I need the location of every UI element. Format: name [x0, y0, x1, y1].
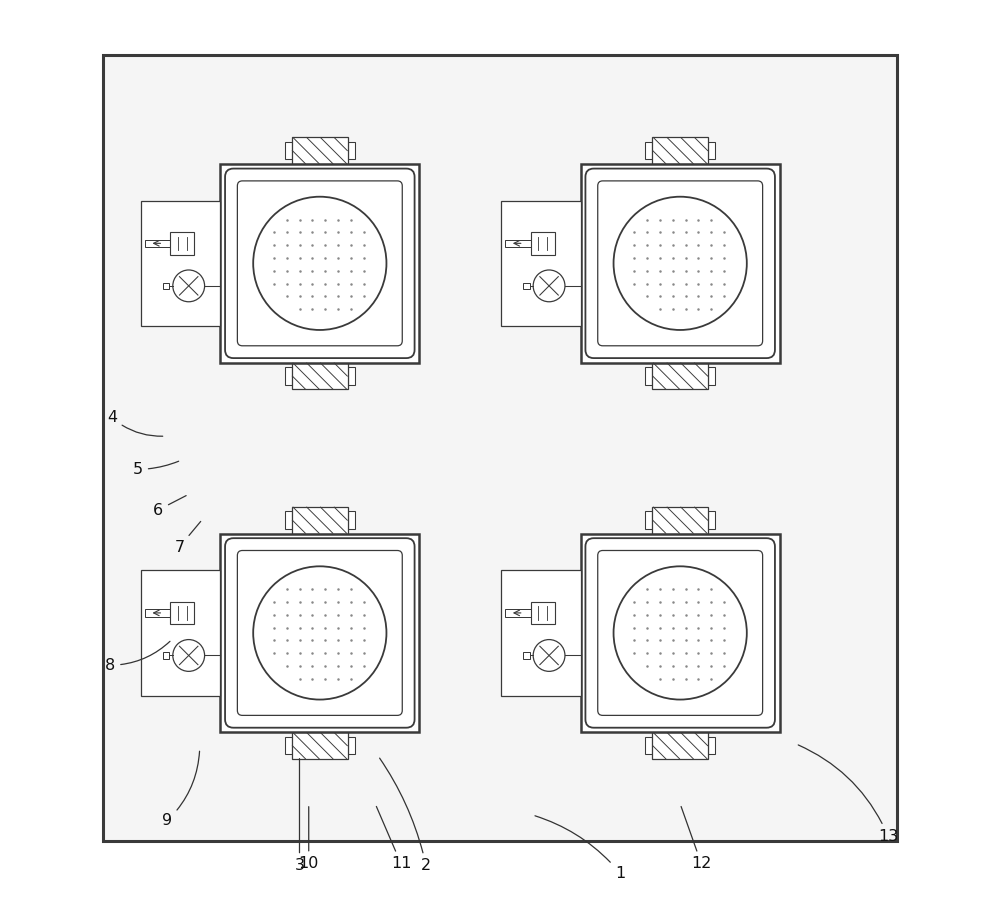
Bar — [145, 239, 170, 247]
Text: 11: 11 — [376, 807, 411, 871]
Circle shape — [533, 639, 565, 672]
Bar — [708, 737, 715, 754]
Text: 8: 8 — [105, 641, 170, 673]
Circle shape — [173, 270, 205, 302]
Text: 10: 10 — [299, 807, 319, 871]
FancyBboxPatch shape — [585, 168, 775, 359]
Bar — [581, 534, 780, 732]
Bar — [652, 732, 708, 760]
Circle shape — [253, 197, 386, 330]
Text: 13: 13 — [798, 745, 898, 844]
Bar — [652, 363, 708, 390]
FancyBboxPatch shape — [237, 551, 402, 715]
Bar — [523, 652, 530, 659]
Bar — [348, 142, 355, 159]
Bar — [501, 570, 581, 696]
Bar — [285, 512, 292, 529]
Bar — [292, 732, 348, 760]
Bar — [285, 737, 292, 754]
Bar — [505, 239, 531, 247]
Text: 7: 7 — [174, 521, 201, 554]
FancyBboxPatch shape — [598, 551, 763, 715]
Bar — [581, 164, 780, 363]
Bar — [645, 142, 652, 159]
FancyBboxPatch shape — [598, 181, 763, 346]
Circle shape — [533, 270, 565, 302]
Text: 4: 4 — [107, 410, 163, 436]
Bar — [531, 232, 555, 255]
Text: 9: 9 — [162, 751, 200, 828]
Bar — [523, 283, 530, 289]
Bar — [220, 534, 419, 732]
Bar — [145, 609, 170, 616]
Bar — [531, 602, 555, 625]
Circle shape — [173, 639, 205, 672]
Bar — [285, 368, 292, 384]
Bar — [708, 368, 715, 384]
Circle shape — [253, 566, 386, 699]
FancyBboxPatch shape — [585, 538, 775, 728]
Bar — [170, 602, 194, 625]
Bar — [292, 506, 348, 534]
FancyBboxPatch shape — [225, 168, 415, 359]
Bar — [708, 142, 715, 159]
Bar — [501, 201, 581, 326]
Bar — [292, 137, 348, 164]
Bar — [645, 737, 652, 754]
Text: 5: 5 — [133, 461, 179, 477]
Bar — [645, 368, 652, 384]
Text: 6: 6 — [153, 495, 186, 517]
FancyBboxPatch shape — [225, 538, 415, 728]
Bar — [292, 363, 348, 390]
Bar — [348, 512, 355, 529]
Bar — [652, 506, 708, 534]
Bar — [163, 652, 169, 659]
Bar — [103, 55, 897, 841]
Bar — [348, 368, 355, 384]
Text: 12: 12 — [681, 807, 712, 871]
Text: 2: 2 — [380, 758, 431, 873]
Circle shape — [614, 566, 747, 699]
Text: 1: 1 — [535, 816, 625, 881]
Text: 3: 3 — [294, 759, 304, 873]
Bar — [141, 570, 220, 696]
Bar — [285, 142, 292, 159]
Bar — [505, 609, 531, 616]
Bar — [708, 512, 715, 529]
Bar — [170, 232, 194, 255]
Bar — [348, 737, 355, 754]
FancyBboxPatch shape — [237, 181, 402, 346]
Bar — [645, 512, 652, 529]
Bar — [141, 201, 220, 326]
Bar — [652, 137, 708, 164]
Bar — [220, 164, 419, 363]
Circle shape — [614, 197, 747, 330]
Bar — [163, 283, 169, 289]
